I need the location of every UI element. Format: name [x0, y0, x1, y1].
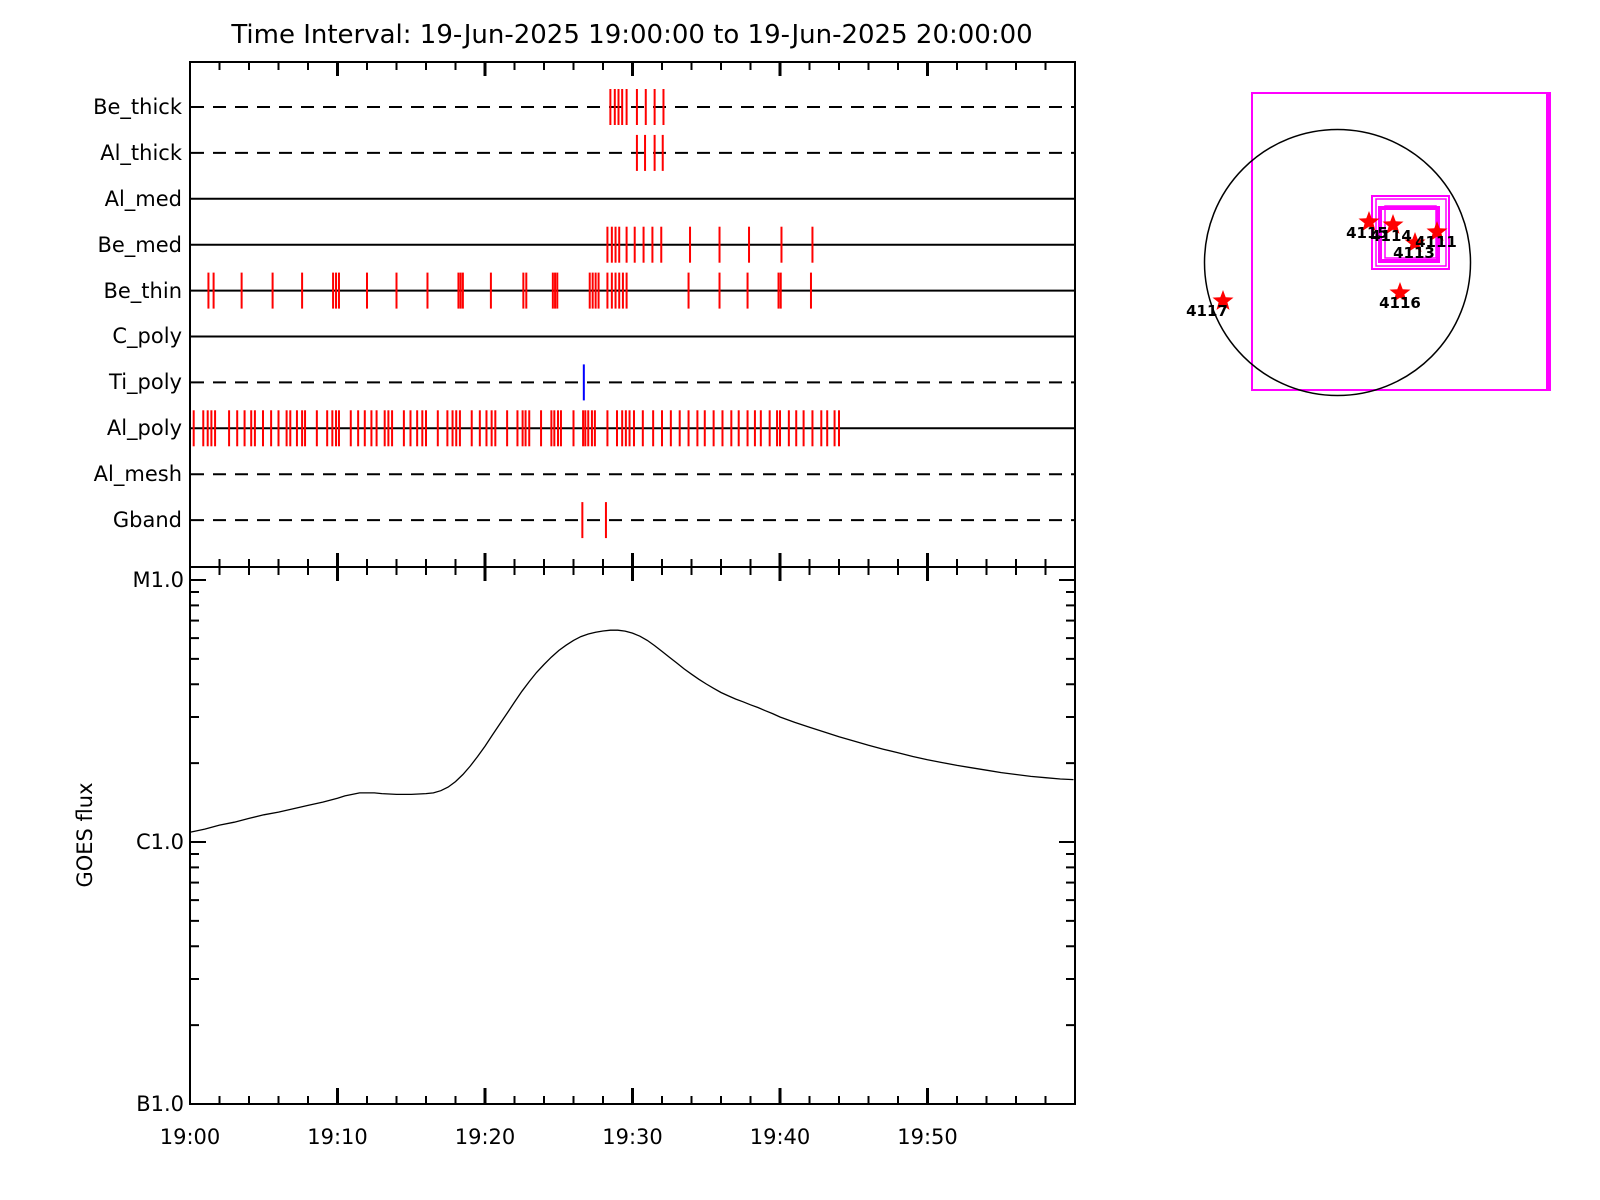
filter-row-label-al-mesh: Al_mesh — [94, 462, 182, 487]
fov-box — [1371, 195, 1450, 270]
xtick-1900: 19:00 — [160, 1125, 221, 1149]
active-region-label: 4113 — [1393, 244, 1435, 262]
goes-panel-border — [189, 566, 1076, 1105]
plot-title: Time Interval: 19-Jun-2025 19:00:00 to 1… — [230, 20, 1032, 50]
xtick-1950: 19:50 — [897, 1125, 958, 1149]
filter-row-label-be-thin: Be_thin — [103, 279, 182, 304]
fov-box — [1375, 198, 1447, 267]
active-region-star — [1358, 211, 1380, 231]
xtick-1920: 19:20 — [455, 1125, 516, 1149]
active-region-star — [1404, 232, 1426, 252]
active-region-label: 4116 — [1379, 294, 1421, 312]
goes-flux-curve — [189, 629, 1074, 833]
filter-row-label-al-poly: Al_poly — [107, 416, 182, 441]
filter-row-label-gband: Gband — [113, 508, 182, 532]
active-region-label: 4115 — [1346, 224, 1388, 242]
generated-plot-shapes — [189, 61, 1551, 1105]
filter-row-label-c-poly: C_poly — [112, 324, 182, 349]
filter-row-label-ti-poly: Ti_poly — [108, 370, 182, 395]
solar-limb-circle — [1203, 128, 1472, 397]
filter-row-label-al-thick: Al_thick — [100, 141, 183, 166]
active-region-star — [1212, 290, 1234, 310]
xtick-1940: 19:40 — [750, 1125, 811, 1149]
goes-ytick-m1: M1.0 — [132, 568, 184, 592]
active-region-label: 4111 — [1415, 233, 1457, 251]
active-region-star — [1382, 214, 1404, 234]
filter-row-label-al-med: Al_med — [105, 187, 182, 212]
active-region-star — [1389, 282, 1411, 302]
goes-ylabel: GOES flux — [73, 782, 97, 887]
xtick-1930: 19:30 — [602, 1125, 663, 1149]
filter-row-label-be-med: Be_med — [97, 233, 182, 258]
active-region-star — [1426, 221, 1448, 241]
goes-ytick-b1: B1.0 — [136, 1092, 184, 1116]
goes-ytick-c1: C1.0 — [136, 830, 184, 854]
active-region-label: 4117 — [1186, 302, 1228, 320]
active-region-label: 4114 — [1370, 227, 1412, 245]
xtick-1910: 19:10 — [307, 1125, 368, 1149]
filter-row-label-be-thick: Be_thick — [93, 95, 183, 120]
filter-panel-border — [189, 61, 1076, 568]
